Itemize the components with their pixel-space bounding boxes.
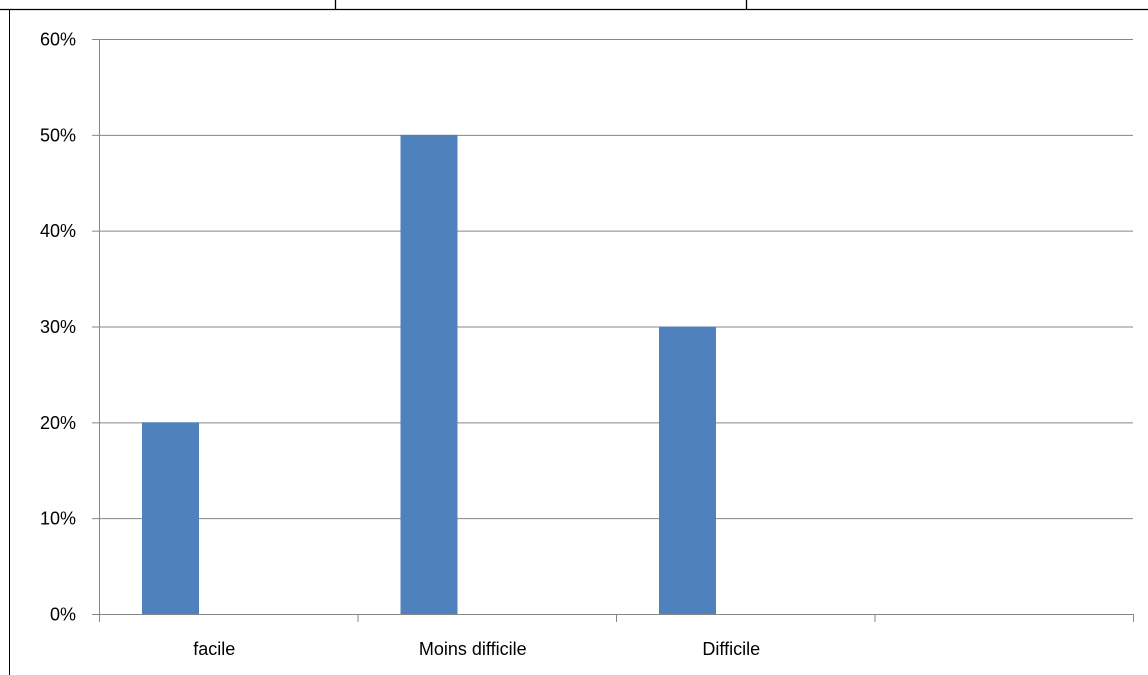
y-tick-label: 20% xyxy=(40,413,76,433)
y-tick-label: 0% xyxy=(50,605,76,625)
bar xyxy=(142,422,199,614)
bars xyxy=(142,134,716,615)
bar xyxy=(659,326,716,614)
x-axis-ticks: facile Moins difficile Difficile xyxy=(99,614,1134,659)
gridlines xyxy=(99,39,1133,520)
y-axis-ticks: 0% 10% 20% 30% 40% 50% 60% xyxy=(40,30,99,625)
y-tick-label: 40% xyxy=(40,221,76,241)
y-tick-label: 10% xyxy=(40,509,76,529)
bar xyxy=(400,134,458,615)
y-tick-label: 30% xyxy=(40,317,76,337)
y-tick-label: 60% xyxy=(40,30,76,50)
x-tick-label: Difficile xyxy=(702,639,760,659)
y-tick-label: 50% xyxy=(40,125,76,145)
x-tick-label: Moins difficile xyxy=(419,639,527,659)
x-tick-label: facile xyxy=(193,639,235,659)
